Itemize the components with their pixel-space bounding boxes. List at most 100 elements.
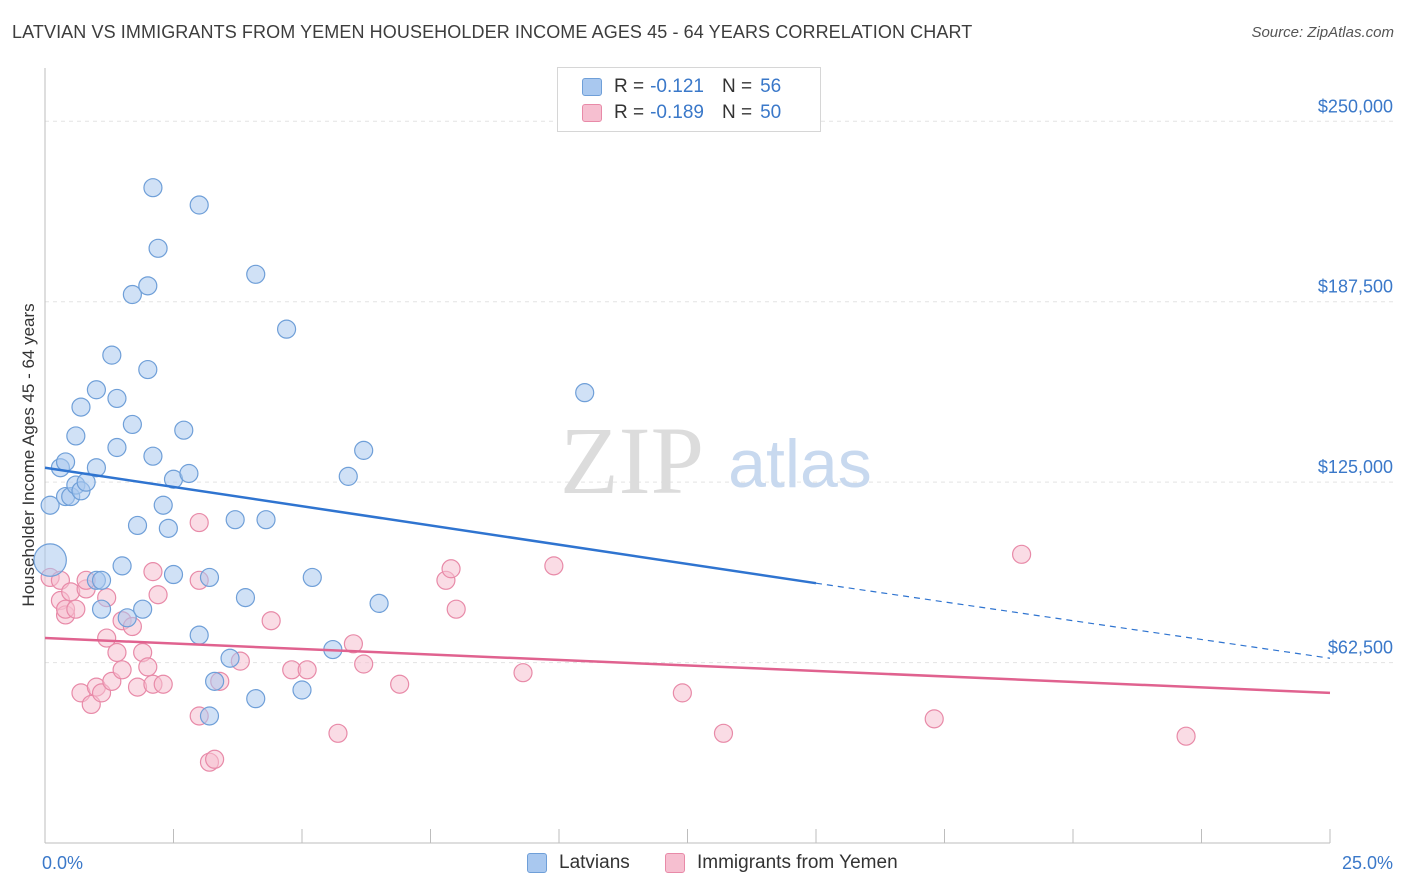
yemen-point (390, 674, 410, 694)
latvians-point (199, 706, 220, 726)
yemen-point (328, 723, 348, 743)
yemen-point (544, 556, 564, 576)
chart-title: LATVIAN VS IMMIGRANTS FROM YEMEN HOUSEHO… (12, 22, 973, 42)
yemen-point (66, 599, 86, 619)
legend-label-latvians: Latvians (559, 852, 630, 873)
latvians-point (338, 466, 358, 486)
grid-lines (45, 120, 1395, 664)
watermark-zip: ZIP (560, 407, 704, 514)
legend-swatch-latvians (527, 853, 547, 873)
trend-lines (44, 466, 1331, 695)
latvians-point (107, 388, 127, 409)
watermark-atlas: atlas (728, 426, 872, 502)
latvians-point (235, 588, 256, 608)
latvians-point (246, 689, 266, 709)
legend-label-yemen: Immigrants from Yemen (697, 852, 898, 873)
series-immigrants-from-yemen-points (40, 512, 1196, 772)
latvians-point (91, 599, 112, 619)
legend-item-latvians[interactable]: Latvians (527, 852, 630, 874)
yemen-point (441, 559, 461, 579)
latvians-point (205, 671, 225, 691)
latvians-point (369, 593, 389, 613)
yemen-point (148, 585, 168, 605)
latvians-point (71, 397, 91, 417)
y-tick-label: $62,500 (1328, 638, 1393, 658)
latvians-point (143, 178, 163, 198)
x-tick-label: 25.0% (1342, 853, 1393, 873)
yemen-point (713, 723, 734, 743)
yemen-point (446, 599, 466, 619)
latvians-point (256, 510, 276, 530)
latvians-point (189, 625, 209, 645)
latvians-point (354, 440, 374, 460)
latvians-point (276, 319, 297, 339)
y-tick-label: $250,000 (1318, 96, 1393, 116)
source-label: Source: ZipAtlas.com (1251, 24, 1394, 41)
yemen-point (513, 663, 533, 683)
legend-item-yemen[interactable]: Immigrants from Yemen (665, 852, 898, 874)
legend-n-label: N = (721, 102, 753, 123)
series-latvians-points (33, 178, 595, 726)
yemen-point (143, 562, 163, 582)
x-tick-labels: 0.0% 25.0% (42, 853, 1393, 873)
latvians-point (246, 264, 266, 284)
latvians-point (302, 567, 322, 588)
latvians-point (220, 648, 240, 668)
latvians-point (199, 567, 220, 588)
latvians-point (292, 680, 312, 700)
trend-line-latvians (44, 466, 817, 585)
latvians-point (122, 284, 142, 305)
latvians-point (91, 570, 112, 590)
latvians-point (127, 515, 148, 536)
yemen-point (153, 674, 173, 694)
latvians-point (55, 452, 76, 472)
y-tick-label: $125,000 (1318, 457, 1393, 477)
latvians-point (102, 345, 122, 365)
latvians-point (225, 510, 245, 530)
yemen-point (924, 709, 944, 729)
latvians-point (174, 420, 194, 440)
x-tick-label: 0.0% (42, 853, 83, 873)
latvians-point (107, 437, 127, 458)
legend-r-label: R = (614, 102, 645, 123)
y-tick-labels: $62,500 $125,000 $187,500 $250,000 (1318, 96, 1393, 657)
legend-swatch-yemen (582, 104, 602, 122)
y-axis-label: Householder Income Ages 45 - 64 years (19, 303, 38, 606)
trend-line-latvians-extension (815, 582, 1331, 659)
legend-r-value: -0.121 (650, 76, 704, 97)
latvians-point (143, 446, 163, 466)
watermark: ZIP atlas (560, 407, 872, 514)
yemen-point (138, 657, 158, 677)
series-legend: Latvians Immigrants from Yemen (0, 852, 1406, 878)
latvians-point (66, 426, 86, 446)
legend-row-yemen: R = -0.189 N = 50 (582, 100, 781, 126)
latvians-point (133, 599, 153, 619)
yemen-point (343, 634, 363, 654)
yemen-point (112, 660, 132, 680)
yemen-point (97, 628, 117, 648)
legend-row-latvians: R = -0.121 N = 56 (582, 74, 781, 100)
yemen-point (205, 749, 225, 769)
legend-swatch-latvians (582, 78, 602, 96)
latvians-point (122, 414, 142, 435)
yemen-point (354, 654, 374, 674)
yemen-point (107, 642, 127, 663)
latvians-point (40, 495, 60, 515)
yemen-point (672, 683, 692, 703)
latvians-point (138, 276, 158, 296)
latvians-point (179, 463, 199, 484)
latvians-point (189, 195, 209, 215)
yemen-point (297, 660, 317, 680)
legend-n-value: 56 (760, 76, 782, 97)
correlation-legend: R = -0.121 N = 56 R = -0.189 N = 50 (557, 67, 821, 132)
latvians-point (138, 359, 158, 380)
latvians-point (86, 380, 107, 400)
yemen-point (261, 611, 281, 631)
legend-r-value: -0.189 (650, 102, 704, 123)
latvians-point (148, 238, 168, 258)
yemen-point (189, 512, 209, 533)
yemen-point (1011, 544, 1032, 564)
legend-r-label: R = (614, 76, 645, 97)
svg-text:Householder Income Ages 45 - 6: Householder Income Ages 45 - 64 years (19, 303, 38, 606)
